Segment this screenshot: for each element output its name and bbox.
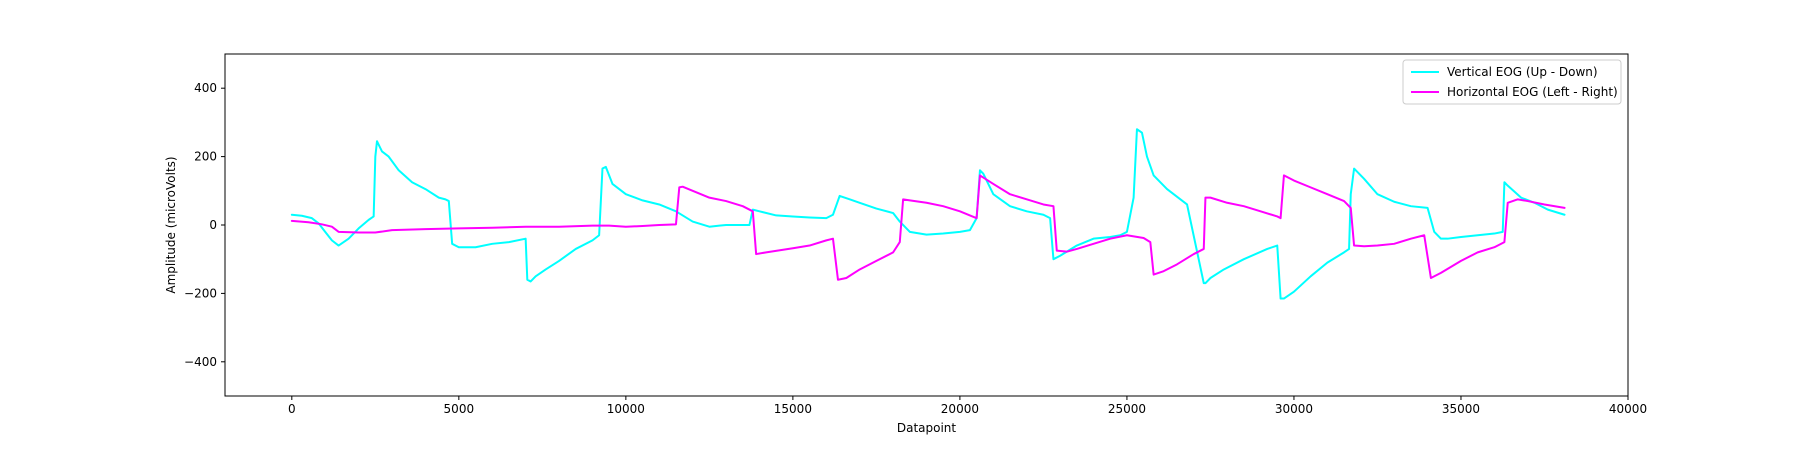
x-tick-label: 0: [288, 402, 296, 416]
legend-entry-label: Vertical EOG (Up - Down): [1447, 65, 1598, 79]
y-tick-label: 0: [209, 218, 217, 232]
series-line-vertical-eog: [290, 128, 1566, 300]
legend-entry-label: Horizontal EOG (Left - Right): [1447, 85, 1618, 99]
x-tick-label: 15000: [774, 402, 812, 416]
y-axis-label: Amplitude (microVolts): [164, 156, 178, 293]
y-tick-label: −200: [184, 286, 217, 300]
x-tick-label: 5000: [444, 402, 475, 416]
series-line-horizontal-eog: [290, 174, 1566, 281]
y-tick-label: 200: [194, 150, 217, 164]
plot-area: [290, 128, 1566, 300]
x-tick-label: 30000: [1275, 402, 1313, 416]
x-tick-label: 35000: [1442, 402, 1480, 416]
legend-box: [1402, 59, 1622, 105]
y-tick-label: 400: [194, 81, 217, 95]
axes: 0 5000 10000 15000 20000 25000 30000 35000 40000…: [164, 53, 1647, 435]
y-tick-label: −400: [184, 355, 217, 369]
x-tick-label: 20000: [941, 402, 979, 416]
x-tick-label: 10000: [607, 402, 645, 416]
x-axis-label: Datapoint: [897, 421, 957, 435]
x-tick-label: 40000: [1609, 402, 1647, 416]
x-tick-label: 25000: [1108, 402, 1146, 416]
legend: Vertical EOG (Up - Down) Horizontal EOG (…: [1402, 59, 1622, 105]
